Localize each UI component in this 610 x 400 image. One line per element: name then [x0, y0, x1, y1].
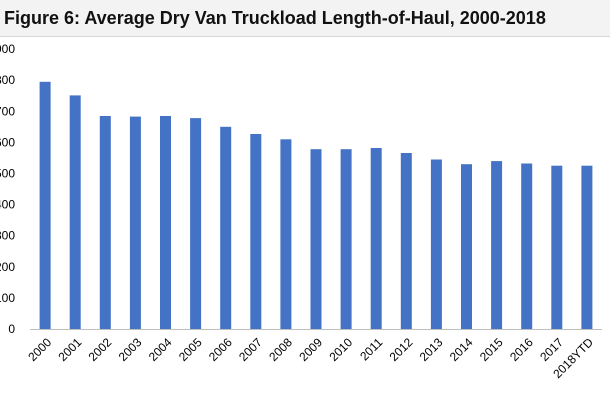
- bar: [491, 161, 503, 329]
- x-tick-label: 2014: [447, 335, 476, 364]
- y-tick-label: 500: [0, 167, 15, 181]
- bar: [129, 116, 141, 329]
- y-tick-label: 700: [0, 104, 15, 118]
- bar: [430, 159, 442, 329]
- x-tick-label: 2001: [56, 335, 85, 364]
- y-tick-label: 800: [0, 73, 15, 87]
- bar: [160, 116, 171, 329]
- x-tick-label: 2005: [176, 335, 205, 364]
- x-tick-label: 2012: [387, 335, 416, 364]
- x-tick-label: 2004: [146, 335, 175, 364]
- title-bar: Figure 6: Average Dry Van Truckload Leng…: [0, 0, 610, 37]
- bar: [551, 165, 563, 329]
- x-tick-label: 2013: [417, 335, 446, 364]
- bar: [250, 134, 262, 329]
- bar: [370, 148, 382, 329]
- y-tick-label: 100: [0, 291, 15, 305]
- bar: [190, 118, 202, 329]
- bar: [521, 163, 533, 329]
- y-tick-label: 0: [8, 322, 15, 336]
- bar: [461, 164, 472, 329]
- x-tick-label: 2000: [25, 335, 54, 364]
- y-tick-label: 400: [0, 198, 15, 212]
- x-tick-label: 2010: [326, 335, 355, 364]
- y-tick-label: 300: [0, 229, 15, 243]
- bar: [69, 95, 81, 330]
- bar: [310, 149, 322, 329]
- x-tick-label: 2003: [116, 335, 145, 364]
- x-tick-label: 2008: [266, 335, 295, 364]
- bar: [99, 116, 111, 329]
- x-tick-label: 2002: [86, 335, 115, 364]
- bar: [581, 165, 593, 329]
- x-tick-label: 2015: [477, 335, 506, 364]
- x-tick-label: 2006: [206, 335, 235, 364]
- bar: [280, 139, 292, 329]
- y-tick-label: 600: [0, 135, 15, 149]
- bar: [220, 126, 232, 329]
- y-tick-label: 900: [0, 42, 15, 56]
- bar: [400, 153, 412, 329]
- x-tick-label: 2011: [357, 335, 385, 363]
- x-tick-label: 2016: [507, 335, 536, 364]
- chart-title: Figure 6: Average Dry Van Truckload Leng…: [4, 8, 546, 28]
- y-tick-label: 200: [0, 260, 15, 274]
- x-tick-label: 2009: [296, 335, 325, 364]
- bar: [340, 149, 352, 329]
- bar: [39, 81, 51, 329]
- x-tick-label: 2007: [236, 335, 265, 364]
